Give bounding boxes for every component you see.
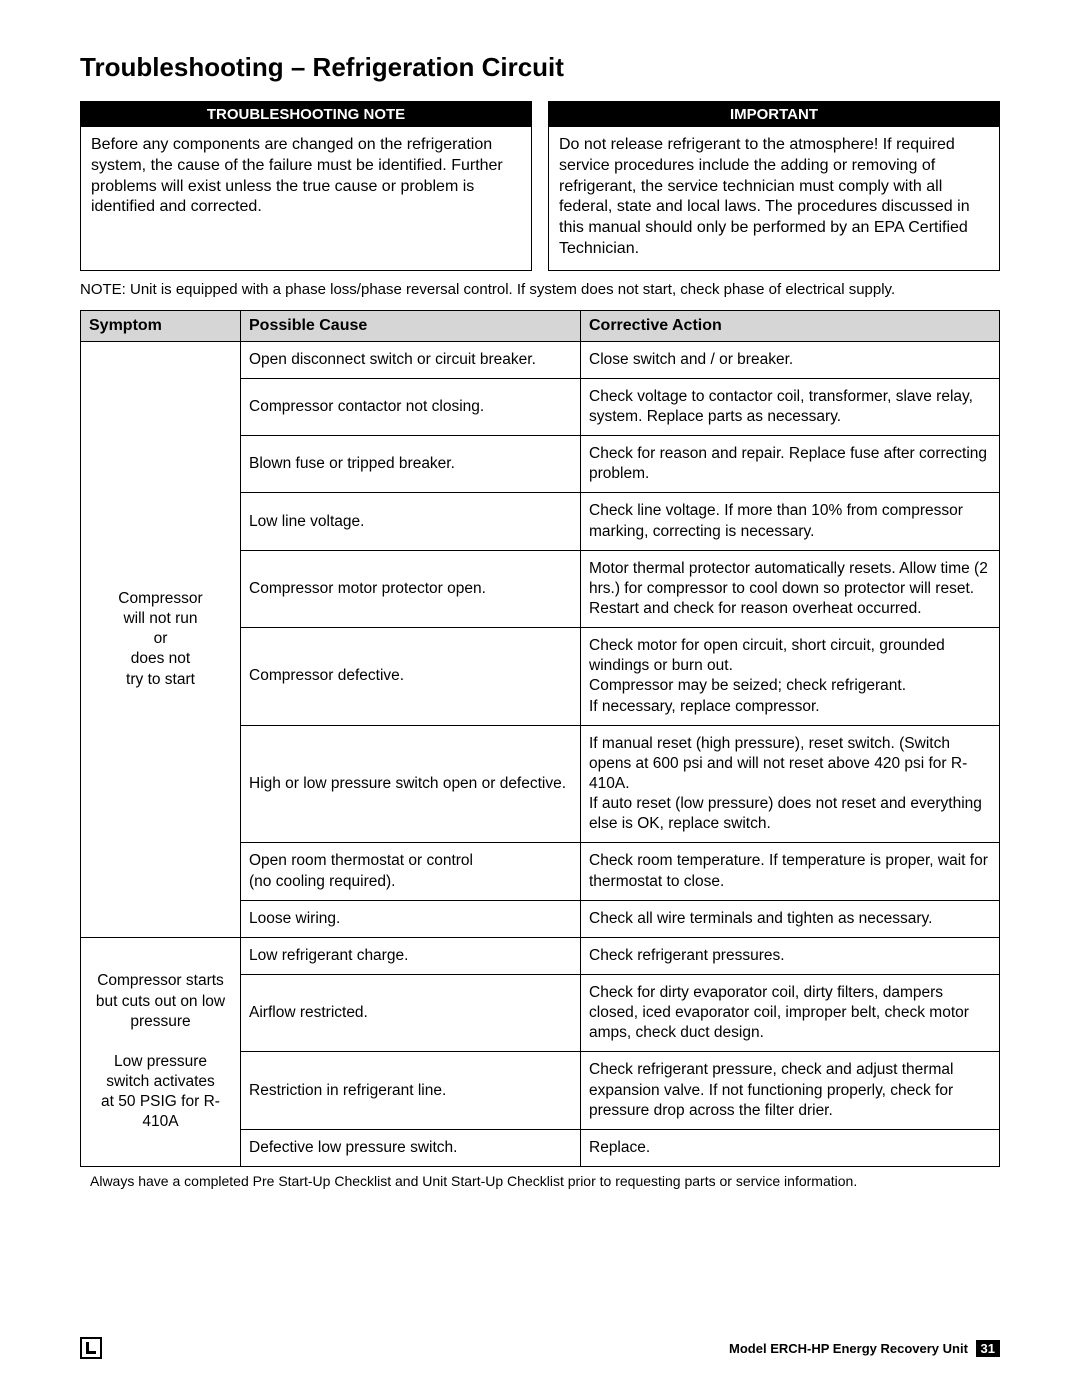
action-cell: Check voltage to contactor coil, transfo… [581,378,1000,435]
callout-header-right: IMPORTANT [549,102,999,127]
callout-important: IMPORTANT Do not release refrigerant to … [548,101,1000,271]
callout-body-right: Do not release refrigerant to the atmosp… [549,127,999,270]
callout-header-left: TROUBLESHOOTING NOTE [81,102,531,127]
table-footnote: Always have a completed Pre Start-Up Che… [90,1173,1000,1189]
cause-cell: Defective low pressure switch. [241,1129,581,1166]
brand-logo-icon [80,1337,102,1359]
page-number: 31 [976,1340,1000,1357]
callout-troubleshooting-note: TROUBLESHOOTING NOTE Before any componen… [80,101,532,271]
cause-cell: Compressor motor protector open. [241,550,581,627]
action-cell: Motor thermal protector automatically re… [581,550,1000,627]
action-cell: Check room temperature. If temperature i… [581,843,1000,900]
action-cell: Check for dirty evaporator coil, dirty f… [581,975,1000,1052]
action-cell: Check all wire terminals and tighten as … [581,900,1000,937]
action-cell: Check refrigerant pressures. [581,937,1000,974]
action-cell: Check refrigerant pressure, check and ad… [581,1052,1000,1129]
cause-cell: High or low pressure switch open or defe… [241,725,581,843]
cause-cell: Blown fuse or tripped breaker. [241,436,581,493]
callout-row: TROUBLESHOOTING NOTE Before any componen… [80,101,1000,271]
table-row: Compressor startsbut cuts out on lowpres… [81,937,1000,974]
th-action: Corrective Action [581,310,1000,341]
footer-model-prefix: Model ERCH-HP Energy Recovery Unit [729,1341,968,1356]
action-cell: Check motor for open circuit, short circ… [581,628,1000,726]
cause-cell: Airflow restricted. [241,975,581,1052]
footer-model-text: Model ERCH-HP Energy Recovery Unit 31 [729,1340,1000,1357]
th-cause: Possible Cause [241,310,581,341]
action-cell: Close switch and / or breaker. [581,341,1000,378]
table-row: Compressorwill not runordoes nottry to s… [81,341,1000,378]
cause-cell: Compressor contactor not closing. [241,378,581,435]
action-cell: Check for reason and repair. Replace fus… [581,436,1000,493]
page-footer: Model ERCH-HP Energy Recovery Unit 31 [80,1337,1000,1359]
phase-note: NOTE: Unit is equipped with a phase loss… [80,281,1000,298]
action-cell: Replace. [581,1129,1000,1166]
cause-cell: Restriction in refrigerant line. [241,1052,581,1129]
symptom-cell: Compressorwill not runordoes nottry to s… [81,341,241,937]
callout-body-left: Before any components are changed on the… [81,127,531,228]
cause-cell: Low line voltage. [241,493,581,550]
table-header-row: Symptom Possible Cause Corrective Action [81,310,1000,341]
cause-cell: Open disconnect switch or circuit breake… [241,341,581,378]
troubleshooting-table: Symptom Possible Cause Corrective Action… [80,310,1000,1167]
action-cell: If manual reset (high pressure), reset s… [581,725,1000,843]
page-title: Troubleshooting – Refrigeration Circuit [80,52,1000,83]
cause-cell: Loose wiring. [241,900,581,937]
cause-cell: Compressor defective. [241,628,581,726]
cause-cell: Open room thermostat or control(no cooli… [241,843,581,900]
action-cell: Check line voltage. If more than 10% fro… [581,493,1000,550]
cause-cell: Low refrigerant charge. [241,937,581,974]
symptom-cell: Compressor startsbut cuts out on lowpres… [81,937,241,1166]
th-symptom: Symptom [81,310,241,341]
